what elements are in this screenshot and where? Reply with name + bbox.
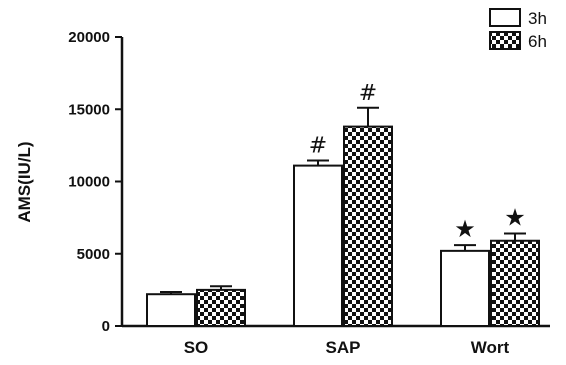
bar-wort-3h	[440, 249, 490, 327]
significance-mark: #	[359, 81, 377, 106]
y-tick-label: 15000	[68, 101, 110, 118]
legend-swatch	[489, 31, 521, 50]
y-axis-title: AMS(IU/L)	[15, 141, 34, 222]
bars	[146, 106, 540, 327]
category-labels: SO SAP Wort	[184, 338, 510, 357]
star-icon: ★	[454, 215, 476, 243]
significance-mark: #	[309, 134, 327, 159]
x-category-label: SO	[184, 338, 209, 357]
y-tick-label: 20000	[68, 29, 110, 46]
y-tick-label: 10000	[68, 174, 110, 191]
y-tick-label: 5000	[77, 246, 110, 263]
bar-sap-6h	[343, 125, 393, 327]
legend-label: 3h	[528, 9, 547, 28]
legend-swatch	[489, 8, 521, 27]
x-category-label: Wort	[471, 338, 510, 357]
y-ticks: 0 5000 10000 15000 20000	[68, 29, 122, 335]
bar-so-3h	[146, 293, 196, 327]
bar-so-6h	[196, 288, 246, 327]
bar-sap-3h	[293, 164, 343, 327]
bar-wort-6h	[490, 239, 540, 327]
legend-label: 6h	[528, 32, 547, 51]
star-icon: ★	[504, 204, 526, 232]
y-tick-label: 0	[102, 318, 110, 335]
annotations: # # ★ ★	[309, 81, 526, 243]
x-category-label: SAP	[326, 338, 361, 357]
